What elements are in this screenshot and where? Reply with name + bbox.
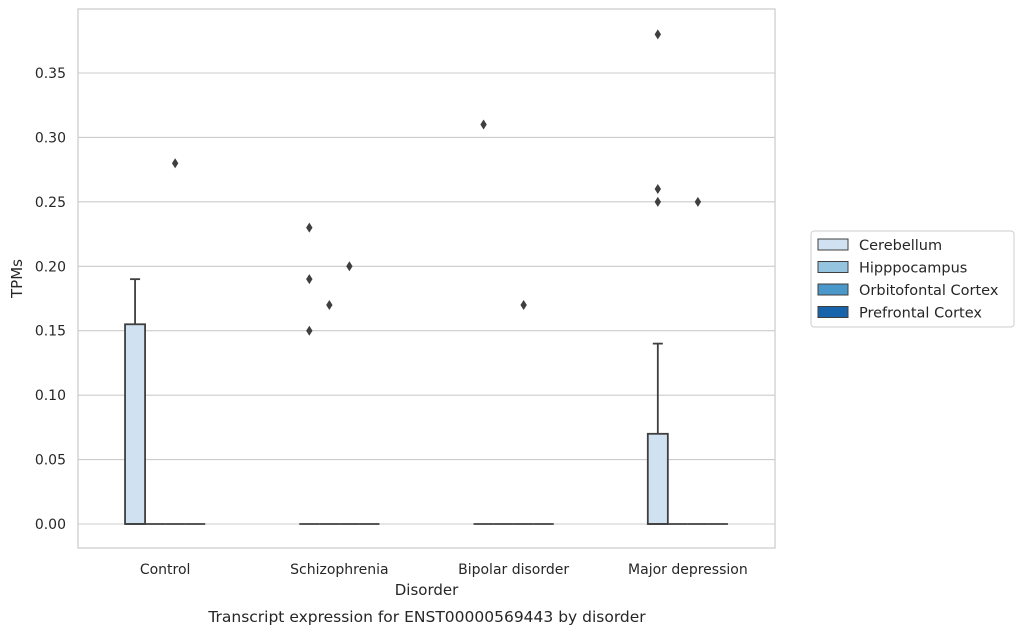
legend-label: Cerebellum — [859, 238, 942, 254]
box-0-2 — [165, 158, 186, 525]
outlier-point — [306, 222, 313, 233]
x-tick-label: Major depression — [628, 562, 748, 578]
outlier-point — [654, 29, 662, 40]
x-tick-label: Control — [140, 562, 191, 578]
chart-title: Transcript expression for ENST0000056944… — [207, 608, 646, 626]
box-1-0 — [299, 222, 320, 525]
outlier-point — [171, 158, 179, 169]
legend-swatch — [817, 306, 849, 318]
box-0-0 — [124, 278, 146, 525]
box-2-2 — [513, 299, 534, 525]
x-tick-label: Schizophrenia — [290, 562, 388, 578]
legend-swatch — [817, 261, 849, 273]
outlier-point — [326, 299, 333, 310]
box-body — [646, 432, 669, 525]
legend: Cerebellum Hipppocampus Orbitofontal Corte… — [810, 230, 1015, 328]
outlier-point — [346, 261, 353, 272]
outlier-point — [654, 196, 662, 207]
box-3-0 — [646, 29, 669, 525]
y-tick-label: 0.10 — [35, 388, 66, 404]
x-tick-labels: Control Schizophrenia Bipolar disorder Majo… — [140, 562, 748, 578]
box-body — [124, 323, 146, 525]
outlier-point — [520, 299, 527, 310]
y-tick-label: 0.30 — [35, 130, 66, 146]
outlier-point — [654, 183, 662, 194]
y-tick-label: 0.05 — [35, 453, 66, 469]
x-tick-label: Bipolar disorder — [458, 562, 569, 578]
box-3-2 — [687, 196, 708, 525]
outlier-point — [306, 325, 313, 336]
box-2-0 — [473, 119, 494, 525]
y-tick-label: 0.25 — [35, 195, 66, 211]
outlier-point — [480, 119, 487, 130]
y-tick-label: 0.15 — [35, 324, 66, 340]
outlier-point — [306, 274, 313, 285]
legend-label: Prefrontal Cortex — [859, 306, 982, 322]
y-tick-label: 0.20 — [35, 259, 66, 275]
legend-swatch — [817, 238, 849, 251]
x-axis-label: Disorder — [395, 581, 459, 599]
legend-label: Orbitofontal Cortex — [859, 283, 999, 299]
box-1-1 — [319, 299, 340, 525]
legend-label: Hipppocampus — [859, 261, 967, 277]
legend-swatch — [817, 283, 849, 296]
y-tick-label: 0.35 — [35, 66, 66, 82]
box-plots — [124, 29, 728, 525]
legend-frame — [810, 230, 1015, 328]
y-tick-labels: 0.00 0.05 0.10 0.15 0.20 0.25 0.30 0.35 — [35, 66, 66, 533]
plot-frame — [77, 8, 776, 549]
outlier-point — [694, 196, 702, 207]
box-1-2 — [339, 261, 360, 525]
y-tick-label: 0.00 — [35, 517, 66, 533]
y-axis-label: TPMs — [8, 259, 26, 299]
